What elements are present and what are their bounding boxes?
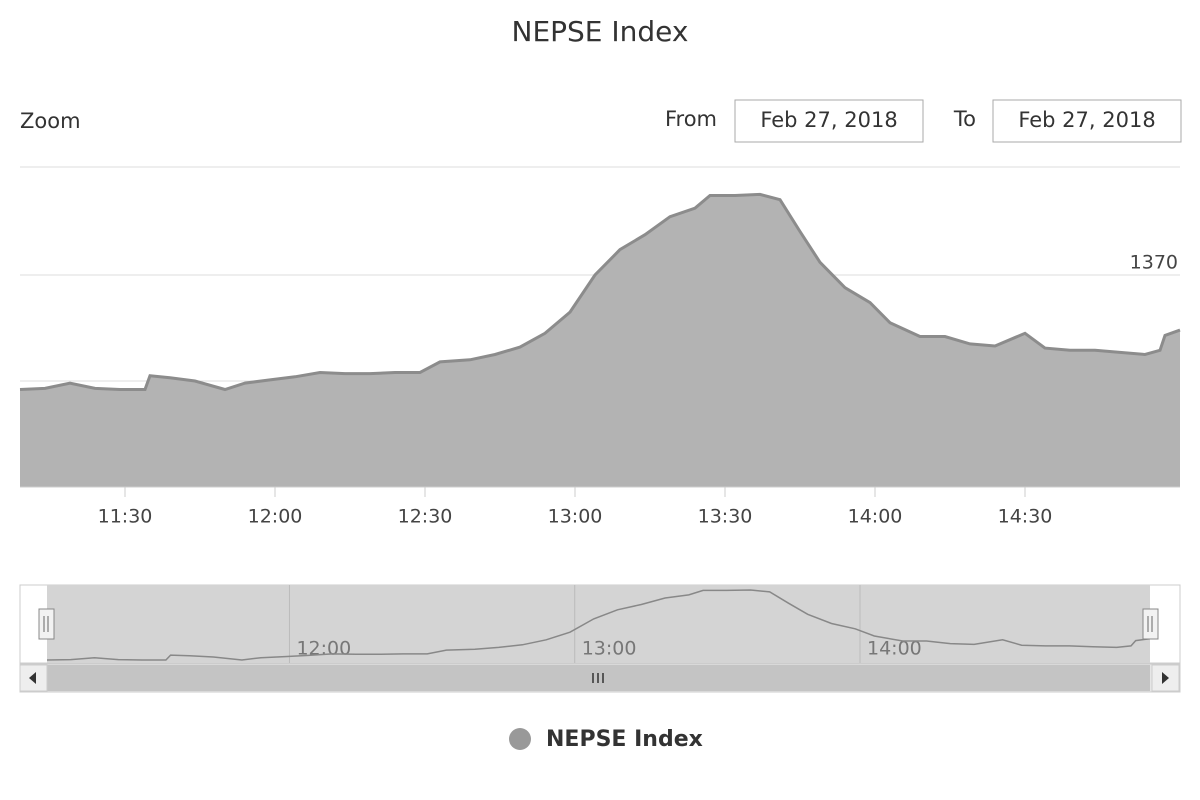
navigator-tick-label: 14:00 xyxy=(867,638,922,660)
scrollbar-grip xyxy=(592,673,604,683)
from-value[interactable]: Feb 27, 2018 xyxy=(760,108,897,132)
scroll-right-arrow xyxy=(1162,672,1169,684)
y-tick-label: 1370 xyxy=(1130,252,1178,274)
x-tick-label: 14:00 xyxy=(848,506,903,528)
to-input[interactable] xyxy=(992,99,1182,143)
line xyxy=(19,192,1181,392)
x-tick-label: 12:30 xyxy=(398,506,453,528)
legend-label[interactable]: NEPSE Index xyxy=(546,727,703,752)
area xyxy=(20,194,1180,487)
chart-title: NEPSE Index xyxy=(512,15,689,48)
x-tick-label: 13:30 xyxy=(698,506,753,528)
from-input[interactable] xyxy=(734,99,924,143)
scroll-left-arrow xyxy=(29,672,36,684)
x-tick-label: 14:30 xyxy=(998,506,1053,528)
x-tick-label: 12:00 xyxy=(248,506,303,528)
navigator-tick-label: 13:00 xyxy=(582,638,637,660)
to-value[interactable]: Feb 27, 2018 xyxy=(1018,108,1155,132)
from-label: From xyxy=(665,107,717,131)
handle-grip xyxy=(1147,616,1153,632)
x-tick-label: 13:00 xyxy=(548,506,603,528)
legend-symbol[interactable] xyxy=(509,728,531,750)
navigator-handle-right[interactable] xyxy=(1142,608,1159,640)
x-tick-label: 11:30 xyxy=(98,506,153,528)
navigator-line xyxy=(46,589,1151,661)
handle-grip xyxy=(43,616,49,632)
to-label: To xyxy=(953,107,976,131)
navigator-handle-left[interactable] xyxy=(38,608,55,640)
navigator-window[interactable] xyxy=(47,585,1150,663)
zoom-label: Zoom xyxy=(20,109,81,133)
